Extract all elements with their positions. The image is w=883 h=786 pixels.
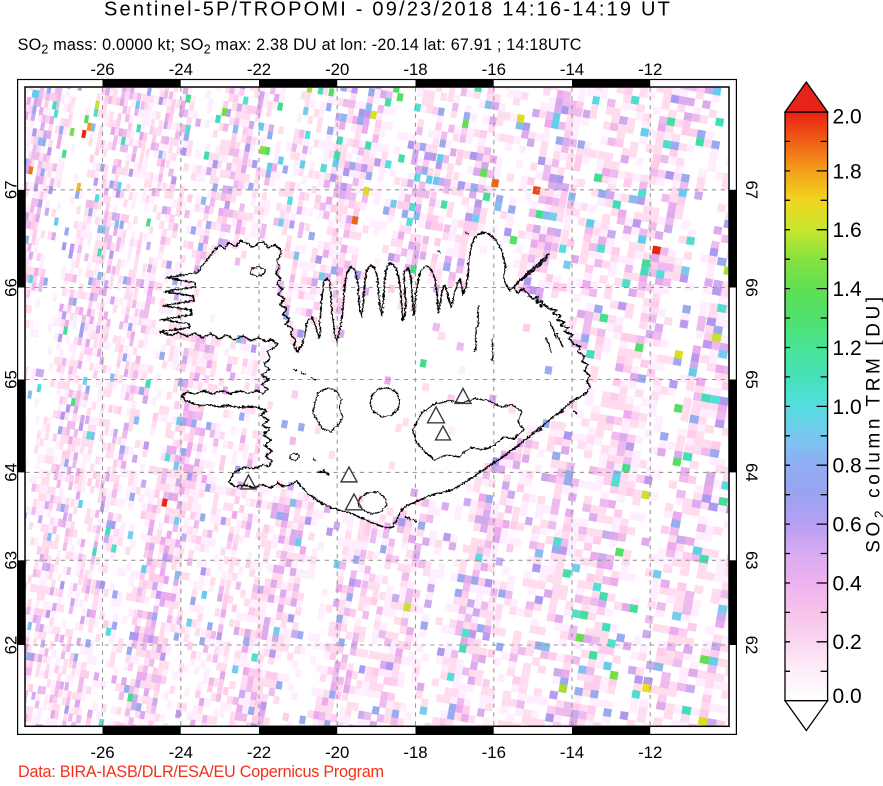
svg-text:0.2: 0.2 — [833, 631, 862, 654]
svg-text:-18: -18 — [403, 60, 427, 79]
svg-text:1.4: 1.4 — [833, 278, 863, 301]
svg-text:67: 67 — [742, 180, 761, 199]
svg-text:Sentinel-5P/TROPOMI - 09/23/20: Sentinel-5P/TROPOMI - 09/23/2018 14:16-1… — [104, 0, 672, 21]
svg-text:-20: -20 — [325, 743, 349, 762]
svg-text:-12: -12 — [638, 743, 662, 762]
svg-text:0.6: 0.6 — [833, 514, 862, 537]
svg-text:-16: -16 — [482, 743, 506, 762]
svg-text:-20: -20 — [325, 60, 349, 79]
svg-text:0.4: 0.4 — [833, 572, 863, 595]
svg-text:-18: -18 — [403, 743, 427, 762]
svg-text:1.2: 1.2 — [833, 337, 862, 360]
svg-text:-22: -22 — [247, 60, 271, 79]
svg-text:64: 64 — [742, 463, 761, 482]
svg-text:67: 67 — [2, 180, 21, 199]
svg-text:63: 63 — [742, 551, 761, 570]
svg-text:1.6: 1.6 — [833, 219, 862, 242]
svg-text:0.0: 0.0 — [833, 685, 862, 708]
svg-text:-24: -24 — [169, 60, 193, 79]
svg-text:SO2 column TRM [DU]: SO2 column TRM [DU] — [864, 293, 883, 553]
svg-text:1.8: 1.8 — [833, 160, 862, 183]
svg-text:-14: -14 — [560, 743, 584, 762]
svg-text:2.0: 2.0 — [833, 106, 862, 129]
svg-text:Data: BIRA-IASB/DLR/ESA/EU Cop: Data: BIRA-IASB/DLR/ESA/EU Copernicus Pr… — [18, 763, 384, 781]
svg-text:65: 65 — [742, 370, 761, 389]
svg-text:-26: -26 — [90, 60, 114, 79]
svg-text:0.8: 0.8 — [833, 455, 862, 478]
svg-text:-12: -12 — [638, 60, 662, 79]
svg-text:-14: -14 — [560, 60, 584, 79]
svg-text:1.0: 1.0 — [833, 396, 862, 419]
svg-text:65: 65 — [2, 370, 21, 389]
svg-text:62: 62 — [742, 636, 761, 655]
svg-text:-26: -26 — [90, 743, 114, 762]
svg-text:SO2 mass: 0.0000 kt; SO2 max:: SO2 mass: 0.0000 kt; SO2 max: 2.38 DU at… — [18, 36, 582, 57]
svg-text:-24: -24 — [169, 743, 193, 762]
svg-text:62: 62 — [2, 636, 21, 655]
svg-text:66: 66 — [2, 278, 21, 297]
svg-text:63: 63 — [2, 551, 21, 570]
svg-text:66: 66 — [742, 278, 761, 297]
svg-text:-22: -22 — [247, 743, 271, 762]
svg-text:-16: -16 — [482, 60, 506, 79]
svg-text:64: 64 — [2, 463, 21, 482]
